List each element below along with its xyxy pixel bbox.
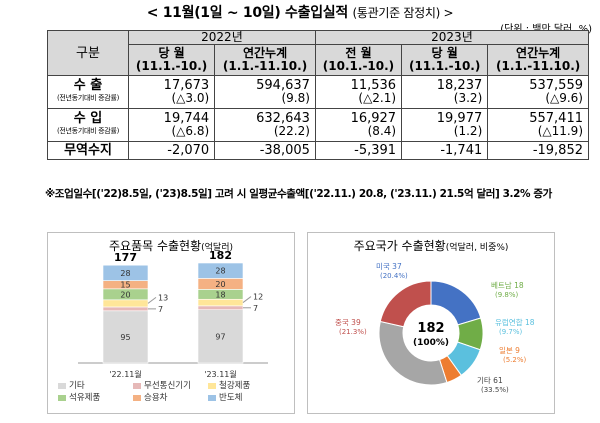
bar-segment [102, 306, 149, 312]
bar-label: 28 [215, 267, 225, 276]
donut-center-pct: (100%) [413, 338, 449, 348]
table-cell: 16,927 (8.4) [314, 108, 403, 142]
bar-segment [197, 298, 244, 307]
col-header-4: 연간누계 (1.1.-11.10.) [487, 44, 589, 76]
table-cell: 537,559 (△9.6) [487, 75, 589, 109]
slice-label: 유럽연합 18 [495, 318, 535, 327]
table-row: 수 출 (전년동기대비 증감률) 17,673 (△3.0) 594,637 (9.8) 1… [47, 75, 589, 109]
donut-center-value: 182 [417, 321, 444, 336]
bar-segment [102, 310, 149, 364]
slice-label: 베트남 18 [491, 281, 524, 290]
slice-share: (9.7%) [499, 328, 523, 336]
bar-total: 182 [209, 251, 232, 262]
table-row: 무역수지 -2,070 -38,005 -5,391 -1,741 -19,852 [47, 141, 589, 160]
country-donut-chart: 미국 37(20.4%) 베트남 18(9.8%) 유럽연합 18(9.7%) 일본 … [335, 262, 535, 394]
leader-line [147, 296, 157, 304]
slice-share: (20.4%) [380, 272, 408, 280]
slice-label: 중국 39 [335, 318, 361, 327]
table-cell: -1,741 [401, 141, 489, 160]
table-cell: -38,005 [214, 141, 316, 160]
slice-share: (5.2%) [503, 356, 527, 364]
leader-line [242, 296, 252, 303]
row-label: 수 출 (전년동기대비 증감률) [47, 75, 129, 109]
header-2023: 2023년 [314, 30, 590, 45]
legend-item: 승용차 [133, 391, 208, 403]
bar-label: 12 [253, 293, 263, 302]
table-cell: -2,070 [127, 141, 216, 160]
table-cell: 632,643 (22.2) [214, 108, 316, 142]
bar-label: 28 [120, 269, 130, 278]
table-cell: 594,637 (9.8) [214, 75, 316, 109]
legend-item: 무선통신기기 [133, 379, 208, 391]
items-stacked-bar-chart: 95201528713177'22.11월97182028712182'23.1… [78, 251, 268, 379]
donut-slice [378, 320, 448, 386]
bar-label: 7 [158, 305, 163, 314]
bar-label: 15 [120, 281, 130, 290]
title-sub: (통관기준 잠정치) > [352, 6, 454, 20]
donut-slice [379, 280, 432, 328]
table-cell: 19,977 (1.2) [401, 108, 489, 142]
table-cell: 18,237 (3.2) [401, 75, 489, 109]
bar-label: 97 [215, 332, 225, 341]
row-label: 수 입 (전년동기대비 증감률) [47, 108, 129, 142]
col-header-0: 당 월 (11.1.-10.) [127, 44, 216, 76]
bar-label: 7 [253, 304, 258, 313]
table-cell: -5,391 [314, 141, 403, 160]
bar-segment [102, 264, 149, 281]
bar-category: '22.11월 [109, 369, 141, 379]
table-cell: 557,411 (△11.9) [487, 108, 589, 142]
header-2022: 2022년 [128, 30, 316, 45]
row-label: 무역수지 [47, 141, 129, 160]
country-export-panel: 주요국가 수출현황(억달러, 비중%) 미국 37 (20.4%) 베트남 18 (9… [307, 232, 555, 414]
bar-segment [197, 305, 244, 311]
slice-share: (33.5%) [481, 386, 509, 394]
items-export-panel: 주요품목 수출현황(억달러) 95 20 15 28 7 13 177'22.11월 97 18… [47, 232, 295, 414]
bar-label: 20 [120, 290, 130, 299]
slice-share: (9.8%) [495, 291, 519, 299]
unit-note: (단위 : 백만 달러, %) [500, 24, 592, 35]
donut-slice [430, 280, 482, 326]
bar-category: '23.11월 [204, 369, 236, 379]
legend-item: 반도체 [208, 391, 283, 403]
bar-label: 95 [120, 333, 130, 342]
title-main: < 11월(1일 ~ 10일) 수출입실적 [146, 5, 349, 21]
bar-label: 18 [215, 290, 225, 299]
bar-label: 13 [158, 293, 168, 302]
table-cell: -19,852 [487, 141, 589, 160]
bar-segment [102, 299, 149, 308]
country-panel-title: 주요국가 수출현황(억달러, 비중%) [353, 239, 509, 253]
trade-table: 구분 2022년 2023년 당 월 (11.1.-10.) 연간누계 (1.1.-1… [47, 30, 590, 160]
col-header-1: 연간누계 (1.1.-11.10.) [214, 44, 316, 76]
legend-item: 철강제품 [208, 379, 283, 391]
slice-label: 일본 9 [499, 346, 520, 355]
bar-total: 177 [114, 251, 137, 264]
bar-segment [197, 262, 244, 279]
table-row: 수 입 (전년동기대비 증감률) 19,744 (△6.8) 632,643 (22.2)… [47, 108, 589, 142]
slice-label: 미국 37 [376, 262, 402, 271]
table-cell: 11,536 (△2.1) [314, 75, 403, 109]
slice-share: (21.3%) [339, 328, 367, 336]
table-cell: 19,744 (△6.8) [127, 108, 216, 142]
header-group: 구분 [47, 30, 129, 76]
page-title: < 11월(1일 ~ 10일) 수출입실적 (통관기준 잠정치) > [0, 2, 600, 22]
slice-label: 기타 61 [477, 376, 503, 385]
col-header-2: 전 월 (10.1.-10.) [314, 44, 403, 76]
bar-label: 20 [215, 280, 225, 289]
items-panel-title: 주요품목 수출현황(억달러) [108, 239, 233, 253]
legend-item: 석유제품 [58, 391, 133, 403]
bar-segment [197, 309, 244, 364]
footnote: ※조업일수[('22)8.5일, ('23)8.5일] 고려 시 일평균수출액[… [45, 188, 552, 200]
items-legend: 기타 무선통신기기 철강제품석유제품 승용차 반도체 [58, 379, 288, 403]
table-cell: 17,673 (△3.0) [127, 75, 216, 109]
legend-item: 기타 [58, 379, 133, 391]
col-header-3: 당 월 (11.1.-10.) [401, 44, 489, 76]
